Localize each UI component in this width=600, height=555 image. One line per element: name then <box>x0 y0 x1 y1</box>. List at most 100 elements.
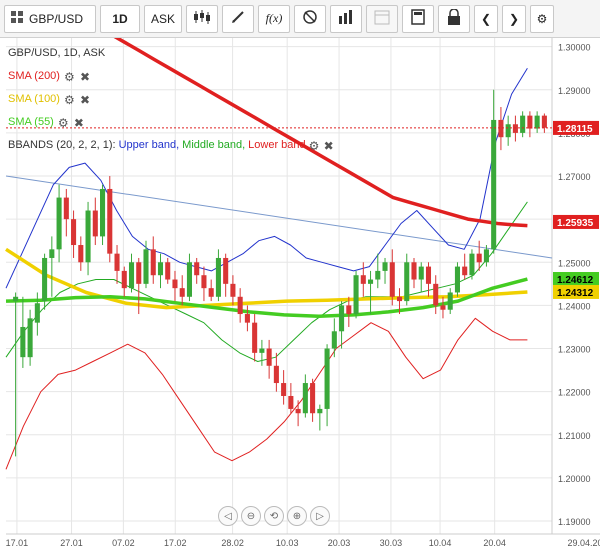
candle-body <box>223 257 229 284</box>
reset-icon: ⟲ <box>269 510 279 522</box>
candlestick-icon <box>193 10 211 27</box>
lock-button[interactable] <box>438 4 470 33</box>
candle-body <box>353 275 359 315</box>
reset-button[interactable]: ⟲ <box>264 506 284 526</box>
candle-body <box>143 249 149 284</box>
candle-body <box>244 314 250 323</box>
candle-body <box>411 262 417 280</box>
plot-background <box>6 38 552 534</box>
candle-body <box>165 262 171 280</box>
candle-body <box>368 279 374 284</box>
x-tick-label: 20.03 <box>328 538 351 548</box>
scroll-forward-button[interactable]: ▷ <box>310 506 330 526</box>
candle-body <box>483 249 489 263</box>
calculator-icon <box>411 9 425 28</box>
candle-body <box>281 383 287 396</box>
candle-body <box>404 262 410 302</box>
indicator-button[interactable]: f(x) <box>258 4 290 33</box>
close-icon[interactable]: ✖ <box>323 138 334 153</box>
candle-body <box>288 395 294 409</box>
candle-body <box>85 210 91 263</box>
volume-button[interactable] <box>330 4 362 33</box>
price-tag-last <box>553 120 599 135</box>
candle-body <box>78 245 84 263</box>
price-tag-label-sma55: 1.24612 <box>557 275 594 286</box>
draw-tool-button[interactable] <box>222 4 254 33</box>
price-tag-label-last: 1.28115 <box>557 124 593 135</box>
close-icon[interactable]: ✖ <box>79 92 91 107</box>
candle-body <box>469 253 475 276</box>
candle-body <box>396 296 403 302</box>
chart-area[interactable]: 1.19000 1.20000 1.21000 1.22000 1.23000 1.240… <box>0 32 600 552</box>
zoom-in-button[interactable]: ⊕ <box>287 506 307 526</box>
grid-icon <box>11 11 23 26</box>
timeframe-button[interactable]: 1D <box>100 4 140 33</box>
calculator-button[interactable] <box>402 4 434 33</box>
gear-icon: ⚙ <box>536 11 548 26</box>
x-tick-label: 29.04.2017 <box>567 538 600 548</box>
price-tag-sma55 <box>553 272 599 287</box>
upper-band-line <box>5 67 528 289</box>
candle-body <box>107 188 113 254</box>
x-tick-label: 10.03 <box>276 538 299 548</box>
gear-icon[interactable]: ⚙ <box>57 115 69 130</box>
candle-body <box>157 262 164 276</box>
price-chart[interactable]: 1.19000 1.20000 1.21000 1.22000 1.23000 1.240… <box>0 32 600 552</box>
candle-body <box>237 296 243 315</box>
x-tick-label: 28.02 <box>221 538 244 548</box>
chart-type-button[interactable] <box>186 4 218 33</box>
symbol-label: GBP/USD <box>29 11 84 26</box>
chevron-right-icon: ❯ <box>508 11 520 26</box>
price-type-button[interactable]: ASK <box>144 4 182 33</box>
triangle-right-icon: ▷ <box>316 510 324 522</box>
candle-body <box>302 383 308 414</box>
gear-icon[interactable]: ⚙ <box>308 138 320 153</box>
candle-body <box>56 197 62 250</box>
sma100-line <box>5 247 528 310</box>
legend-title: GBP/USD, 1D, ASK <box>8 47 106 59</box>
close-icon[interactable]: ✖ <box>79 69 91 84</box>
pencil-icon <box>231 10 245 27</box>
candle-body <box>324 348 330 409</box>
scroll-right-button[interactable]: ❯ <box>502 4 526 33</box>
gear-icon[interactable]: ⚙ <box>63 92 75 107</box>
y-tick-label: 1.20000 <box>558 474 591 484</box>
x-tick-label: 27.01 <box>60 538 83 548</box>
candle-body <box>541 115 547 128</box>
x-tick-label: 10.04 <box>429 538 452 548</box>
chart-settings-button[interactable]: ⚙ <box>530 4 554 33</box>
y-tick-label: 1.24000 <box>558 301 591 311</box>
candle-body <box>505 124 511 138</box>
legend-sma100: SMA (100) <box>8 93 60 105</box>
candle-body <box>63 197 69 220</box>
candle-body <box>512 124 518 133</box>
scroll-back-button[interactable]: ◁ <box>218 506 238 526</box>
legend-bbands: BBANDS (20, 2, 2, 1): <box>8 139 116 151</box>
y-tick-label: 1.30000 <box>558 43 591 53</box>
chevron-left-icon: ❮ <box>480 11 492 26</box>
legend-lower-band: Lower band <box>248 139 306 151</box>
candle-body <box>150 249 156 276</box>
gear-icon[interactable]: ⚙ <box>63 69 75 84</box>
scroll-left-button[interactable]: ❮ <box>474 4 498 33</box>
candle-body <box>498 119 504 138</box>
candle-body <box>27 318 33 358</box>
x-tick-label: 17.02 <box>164 538 187 548</box>
symbol-selector[interactable]: GBP/USD <box>4 4 96 33</box>
candle-body <box>266 348 272 366</box>
y-tick-label: 1.23000 <box>558 345 591 355</box>
candle-body <box>121 270 127 289</box>
settings-tool-button[interactable] <box>294 4 326 33</box>
no-drawing-icon <box>302 9 318 28</box>
candle-body <box>520 115 526 133</box>
calendar-button[interactable] <box>366 4 398 33</box>
candle-body <box>179 288 185 297</box>
candle-body <box>382 262 388 271</box>
close-icon[interactable]: ✖ <box>73 115 84 130</box>
legend-upper-band: Upper band, <box>118 139 180 151</box>
indicator-legend: GBP/USD, 1D, ASK SMA (200) ⚙ ✖ SMA (100)… <box>8 42 336 157</box>
zoom-out-button[interactable]: ⊖ <box>241 506 261 526</box>
price-tag-sma100 <box>553 284 599 299</box>
x-tick-label: 20.04 <box>483 538 506 548</box>
candle-body <box>230 283 236 297</box>
